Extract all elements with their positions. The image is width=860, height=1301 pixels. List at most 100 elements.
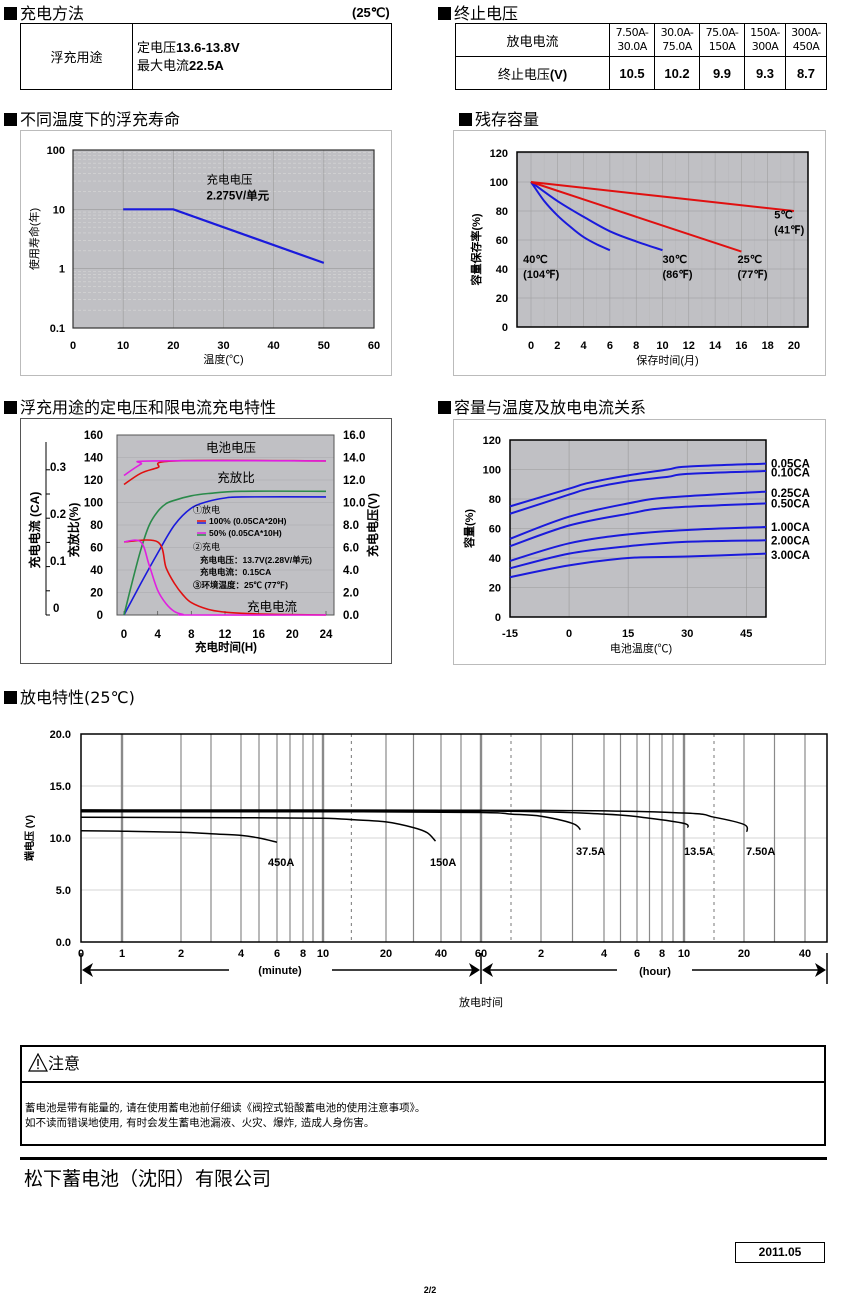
y-left-tick-label: 60 [90, 543, 103, 555]
voltage-curve-label: 电池电压 [206, 441, 256, 455]
y-tick-label: 20 [489, 583, 501, 595]
x-tick-label: 18 [762, 340, 774, 352]
usage-cell: 浮充用途 [20, 23, 133, 90]
y-tick-label: 20.0 [50, 729, 71, 741]
x-tick-label: 10 [117, 340, 129, 352]
current-tick-label: 0.1 [50, 556, 67, 568]
y-tick-label: 10 [53, 204, 65, 216]
capacity-line [509, 490, 767, 540]
y-tick-label: 100 [490, 177, 508, 189]
x-tick-label: 20 [167, 340, 179, 352]
x-tick-label: 2 [554, 340, 560, 352]
x-tick-label: 30 [217, 340, 229, 352]
x-tick-label: 1 [119, 948, 125, 960]
x-tick-label: 40 [268, 340, 280, 352]
series-label: 450A [268, 857, 294, 869]
residual-line [530, 181, 611, 252]
capacity-line [509, 526, 767, 562]
float-charge-chart-frame [20, 418, 392, 664]
y-axis-label: 容量(%) [462, 509, 476, 549]
arrow-left-icon [482, 963, 493, 977]
residual-chart-frame [453, 130, 826, 376]
x-tick-label: -15 [502, 628, 518, 640]
capacity-line [509, 539, 767, 570]
page-number: 2/2 [423, 1285, 437, 1295]
legend-item: 充电电压：13.7V(2.28V/单元) [200, 555, 312, 565]
current-tick-label: 0 [53, 603, 59, 615]
x-tick-label: 45 [740, 628, 752, 640]
capacity-line [509, 502, 767, 548]
y-current-axis-label: 充电电流 (CA) [27, 492, 42, 569]
company-name: 松下蓄电池（沈阳）有限公司 [24, 1168, 272, 1190]
x-axis-label: 温度(℃) [203, 352, 243, 366]
date-box: 2011.05 [735, 1242, 825, 1263]
y-tick-label: 100 [483, 465, 501, 477]
cutoff-voltage-header: 终止电压(V) [455, 56, 610, 90]
x-tick-label: 20 [738, 948, 750, 960]
legend-item: ③环境温度：25℃ (77℉) [193, 580, 288, 590]
residual-line [530, 181, 742, 253]
bullet-square-icon [4, 691, 17, 704]
y-left-tick-label: 160 [84, 430, 103, 442]
residual-plot-border [516, 151, 809, 328]
x-tick-label: 30 [681, 628, 693, 640]
bullet-square-icon [4, 7, 17, 20]
x-tick-label: 0 [70, 340, 76, 352]
float-charge-title: 浮充用途的定电压和限电流充电特性 [4, 398, 276, 418]
current-range-cell: 7.50A- 30.0A [609, 23, 655, 57]
y-tick-label: 60 [489, 524, 501, 536]
x-tick-label: 40 [799, 948, 811, 960]
y-right-axis-label: 充电电压(V) [365, 493, 380, 557]
x-tick-label: 16 [252, 629, 265, 641]
cutoff-voltage-value: 9.3 [744, 56, 786, 90]
x-axis-label: 充电时间(H) [195, 640, 257, 654]
float-charge-line [123, 539, 327, 616]
legend-item: ①放电 [193, 504, 220, 515]
x-tick-label: 6 [634, 948, 640, 960]
y-tick-label: 20 [496, 293, 508, 305]
y-left-tick-label: 140 [84, 453, 103, 465]
discharge-plot-border [80, 733, 828, 943]
hour-unit-label: (hour) [639, 966, 671, 978]
current-range-cell: 30.0A- 75.0A [654, 23, 700, 57]
series-label: 150A [430, 857, 456, 869]
cutoff-voltage-value: 10.5 [609, 56, 655, 90]
y-tick-label: 15.0 [50, 781, 71, 793]
series-label: 40℃ [523, 254, 548, 266]
cutoff-voltage-title: 终止电压 [438, 4, 518, 24]
series-label: (41℉) [774, 224, 804, 236]
charging-method-table: 浮充用途 定电压13.6-13.8V 最大电流22.5A [20, 23, 392, 90]
y-tick-label: 0 [495, 612, 501, 624]
capacity-line [509, 470, 767, 515]
y-right-tick-label: 0.0 [343, 610, 359, 622]
current-range-cell: 300A- 450A [785, 23, 827, 57]
series-label: (86℉) [663, 269, 693, 281]
arrow-right-icon [815, 963, 826, 977]
y-right-tick-label: 16.0 [343, 430, 365, 442]
y-right-tick-label: 8.0 [343, 520, 359, 532]
legend-item: 50% (0.05CA*10H) [209, 528, 282, 538]
y-tick-label: 40 [489, 553, 501, 565]
minute-unit-label: (minute) [258, 965, 302, 977]
cutoff-voltage-value: 8.7 [785, 56, 827, 90]
y-tick-label: 0.0 [56, 937, 71, 949]
series-label: 3.00CA [771, 550, 810, 562]
annotation-label: 充电电压 [207, 173, 253, 187]
series-label: 0.50CA [771, 498, 810, 510]
y-right-tick-label: 2.0 [343, 588, 359, 600]
charging-temp-note: (25℃) [352, 5, 390, 20]
y-tick-label: 0 [502, 322, 508, 334]
discharge-line [80, 816, 437, 842]
bullet-square-icon [459, 113, 472, 126]
y-left-axis-label: 充放比(%) [66, 503, 81, 558]
series-label: 0.10CA [771, 467, 810, 479]
x-axis-label: 保存时间(月) [636, 353, 698, 367]
float-charge-line [123, 459, 327, 477]
current-tick-label: 0.2 [50, 509, 66, 521]
x-tick-label: 12 [219, 629, 232, 641]
x-tick-label: 8 [633, 340, 639, 352]
current-range-cell: 150A- 300A [744, 23, 786, 57]
y-right-tick-label: 4.0 [343, 565, 359, 577]
capacity-line [509, 462, 767, 508]
series-label: 37.5A [576, 846, 605, 858]
